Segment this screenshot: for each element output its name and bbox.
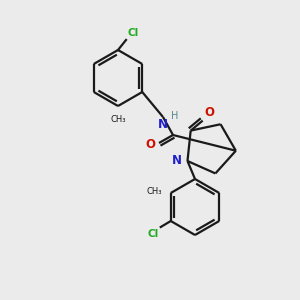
Text: CH₃: CH₃ xyxy=(146,187,162,196)
Text: N: N xyxy=(172,154,182,167)
Text: CH₃: CH₃ xyxy=(110,115,126,124)
Text: Cl: Cl xyxy=(127,28,138,38)
Text: O: O xyxy=(145,139,155,152)
Text: H: H xyxy=(171,111,178,121)
Text: N: N xyxy=(158,118,168,131)
Text: Cl: Cl xyxy=(148,229,159,239)
Text: O: O xyxy=(205,106,215,118)
